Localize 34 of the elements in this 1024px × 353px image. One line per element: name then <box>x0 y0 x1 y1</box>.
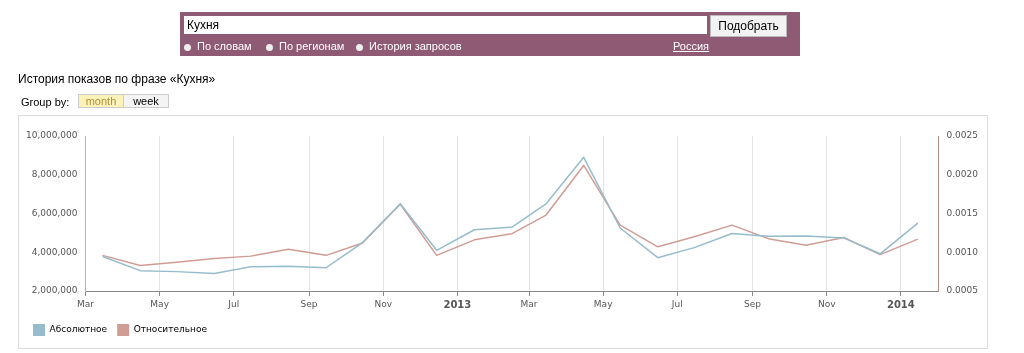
x-tick-label: Sep <box>744 298 762 309</box>
text: Россия <box>672 40 710 52</box>
y-tick-label: 2,000,000 <box>31 285 78 296</box>
y2-tick-label: 0.0005 <box>946 285 979 296</box>
y-tick-label: 4,000,000 <box>31 246 78 257</box>
x-tick-label: May <box>593 298 614 309</box>
y2-tick-label: 0.0010 <box>946 246 979 257</box>
legend-label: Абсолютное <box>49 324 108 335</box>
text: По регионам <box>278 40 345 52</box>
y-tick-label: 10,000,000 <box>26 130 78 141</box>
text: По словам <box>196 40 252 52</box>
text: week <box>123 94 169 108</box>
text: month <box>78 94 124 108</box>
y-tick-label: 8,000,000 <box>31 169 78 180</box>
x-tick-label: May <box>150 298 170 309</box>
x-tick-label: Sep <box>300 298 318 309</box>
text: История запросов <box>368 40 462 52</box>
y2-tick-label: 0.0015 <box>946 207 979 218</box>
text: Подобрать <box>710 15 787 37</box>
legend-label: Относительное <box>133 324 208 335</box>
x-tick-label: Mar <box>520 298 538 309</box>
text: Group by: <box>20 96 70 108</box>
x-tick-label: 2014 <box>886 298 915 310</box>
x-tick-label: Mar <box>77 298 95 309</box>
y2-tick-label: 0.0020 <box>946 169 979 180</box>
x-tick-label: Jul <box>227 298 240 309</box>
x-tick-label: Nov <box>374 298 393 309</box>
y2-tick-label: 0.0025 <box>946 130 979 141</box>
x-tick-label: Jul <box>670 298 683 309</box>
y-tick-label: 6,000,000 <box>31 207 78 218</box>
chart-title: История показов по фразе «Кухня» <box>18 72 216 86</box>
text: Кухня <box>184 16 707 34</box>
x-tick-label: Nov <box>817 298 837 309</box>
x-tick-label: 2013 <box>443 298 472 310</box>
